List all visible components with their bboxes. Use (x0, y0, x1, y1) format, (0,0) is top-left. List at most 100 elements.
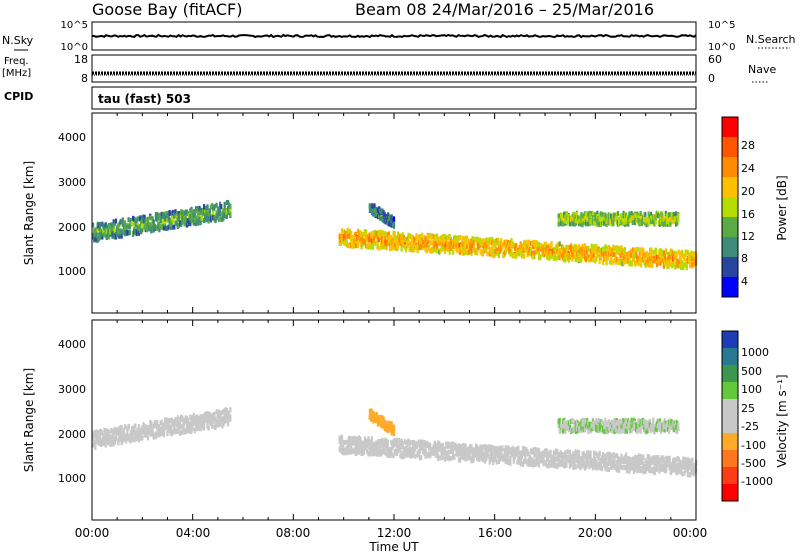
cell-velocity-1 (542, 452, 545, 458)
cell-velocity-1 (629, 462, 632, 468)
cell-power-1 (458, 250, 462, 255)
cell-velocity-2 (569, 425, 572, 431)
cell-power-1 (613, 252, 616, 258)
cell-power-1 (563, 257, 566, 263)
cell-velocity-1 (492, 460, 495, 465)
colorbar-swatch (722, 484, 738, 502)
cell-velocity-0 (121, 435, 124, 441)
cell-velocity-0 (104, 442, 107, 448)
cell-power-1 (668, 260, 671, 266)
cell-velocity-1 (619, 464, 622, 470)
cell-power-2 (654, 219, 657, 225)
cell-velocity-1 (507, 445, 510, 451)
cell-power-3 (387, 221, 390, 227)
cell-power-2 (671, 212, 674, 218)
cell-velocity-2 (641, 420, 645, 426)
cell-power-1 (525, 248, 528, 254)
cell-power-1 (367, 244, 370, 250)
cell-power-1 (653, 257, 656, 263)
cell-power-1 (602, 252, 605, 258)
cell-velocity-1 (643, 465, 646, 471)
cell-velocity-1 (515, 447, 518, 452)
cell-velocity-0 (122, 427, 126, 433)
cell-velocity-0 (133, 429, 136, 435)
cell-velocity-1 (393, 437, 396, 443)
cell-power-1 (510, 242, 513, 248)
cell-power-0 (146, 224, 150, 230)
cell-power-1 (535, 249, 538, 255)
cell-velocity-1 (674, 466, 677, 472)
cell-power-2 (628, 211, 631, 217)
cell-power-1 (531, 251, 534, 257)
cell-power-2 (630, 215, 633, 221)
cell-velocity-0 (132, 429, 135, 435)
cell-power-1 (502, 252, 505, 258)
cell-velocity-1 (576, 463, 580, 469)
cell-velocity-1 (559, 450, 562, 456)
cell-power-1 (685, 261, 688, 267)
cell-power-1 (586, 249, 589, 255)
cell-power-0 (200, 209, 203, 215)
cell-velocity-1 (677, 456, 680, 462)
cell-velocity-2 (665, 422, 668, 427)
cell-power-1 (370, 231, 373, 236)
cell-velocity-0 (190, 419, 193, 425)
cell-velocity-1 (485, 445, 488, 451)
cell-velocity-2 (671, 422, 674, 428)
cell-power-1 (599, 253, 602, 259)
cell-power-1 (586, 256, 589, 261)
cell-power-0 (192, 213, 195, 219)
cell-velocity-0 (168, 418, 171, 424)
cell-velocity-1 (608, 460, 612, 466)
cell-power-1 (436, 233, 439, 239)
cell-power-0 (93, 233, 96, 239)
cell-power-1 (363, 239, 366, 245)
cell-power-1 (647, 253, 651, 259)
cell-power-1 (675, 254, 678, 259)
cell-power-0 (126, 223, 129, 229)
colorbar-frame (721, 116, 739, 298)
cell-power-0 (159, 224, 162, 230)
cell-velocity-1 (409, 448, 412, 454)
cell-power-2 (630, 210, 633, 216)
cell-velocity-1 (368, 450, 371, 456)
cell-power-1 (491, 236, 494, 242)
cell-velocity-1 (625, 452, 628, 458)
cell-power-1 (436, 243, 439, 249)
cell-power-1 (468, 249, 471, 255)
cell-velocity-0 (201, 421, 204, 427)
cell-power-2 (594, 212, 597, 218)
cell-velocity-1 (592, 455, 596, 461)
cell-power-2 (622, 221, 625, 226)
cell-power-1 (384, 238, 387, 244)
cell-power-2 (644, 212, 647, 217)
cell-velocity-1 (474, 448, 478, 454)
cell-power-0 (178, 212, 182, 218)
cell-velocity-0 (160, 431, 163, 436)
cell-power-1 (476, 250, 479, 256)
cell-velocity-1 (598, 461, 601, 467)
cell-power-1 (622, 256, 625, 261)
cell-velocity-1 (582, 454, 585, 460)
cell-velocity-1 (596, 453, 599, 459)
cell-power-3 (376, 208, 379, 213)
cell-power-1 (671, 251, 675, 256)
cell-velocity-3 (376, 418, 379, 424)
cell-velocity-2 (676, 424, 679, 430)
cell-velocity-0 (97, 430, 100, 435)
cell-power-1 (523, 247, 526, 253)
velocity-ytick-3000: 3000 (58, 383, 86, 396)
cell-power-1 (508, 245, 511, 251)
colorbar-swatch (722, 348, 738, 366)
cell-velocity-0 (209, 413, 212, 419)
cell-velocity-1 (692, 471, 695, 477)
cell-power-2 (675, 211, 678, 217)
cell-power-2 (653, 215, 656, 221)
cell-power-1 (563, 248, 566, 254)
cell-velocity-1 (479, 445, 482, 450)
cell-velocity-1 (621, 465, 624, 471)
cell-velocity-0 (188, 421, 191, 427)
cell-power-1 (665, 249, 668, 255)
cell-power-0 (150, 224, 153, 229)
cell-power-1 (370, 236, 373, 241)
